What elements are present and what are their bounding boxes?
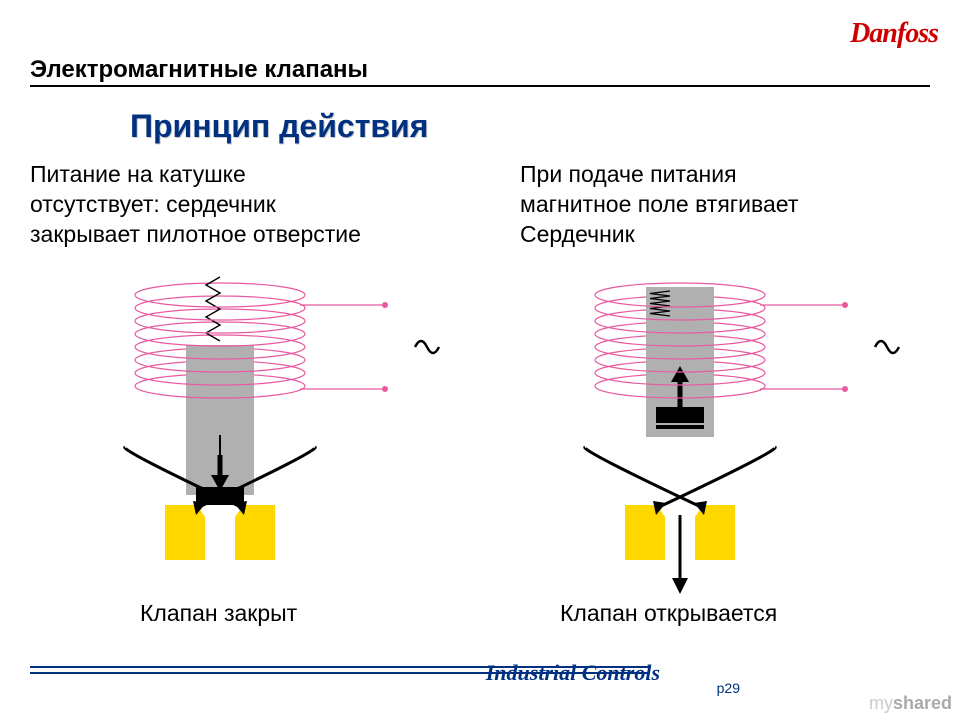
- watermark: myshared: [869, 693, 952, 714]
- page-subtitle: Принцип действия: [130, 108, 428, 145]
- page-heading: Электромагнитные клапаны: [30, 56, 368, 84]
- text-line: отсутствует: сердечник: [30, 191, 276, 217]
- valve-diagram-open: [500, 265, 920, 625]
- danfoss-logo: Danfoss: [850, 18, 938, 50]
- text-line: магнитное поле втягивает: [520, 191, 798, 217]
- text-line: закрывает пилотное отверстие: [30, 221, 361, 247]
- valve-diagram-closed: [40, 265, 460, 625]
- left-state-label: Клапан закрыт: [140, 600, 297, 627]
- text-line: Питание на катушке: [30, 161, 246, 187]
- heading-rule: [30, 85, 930, 87]
- watermark-part: my: [869, 693, 893, 713]
- page-number: p29: [717, 680, 740, 696]
- watermark-part: shared: [893, 693, 952, 713]
- text-line: При подаче питания: [520, 161, 737, 187]
- right-state-label: Клапан открывается: [560, 600, 777, 627]
- right-description: При подаче питания магнитное поле втягив…: [520, 160, 798, 250]
- footer-brand: Industrial Controls: [486, 660, 660, 686]
- left-description: Питание на катушке отсутствует: сердечни…: [30, 160, 361, 250]
- text-line: Сердечник: [520, 221, 635, 247]
